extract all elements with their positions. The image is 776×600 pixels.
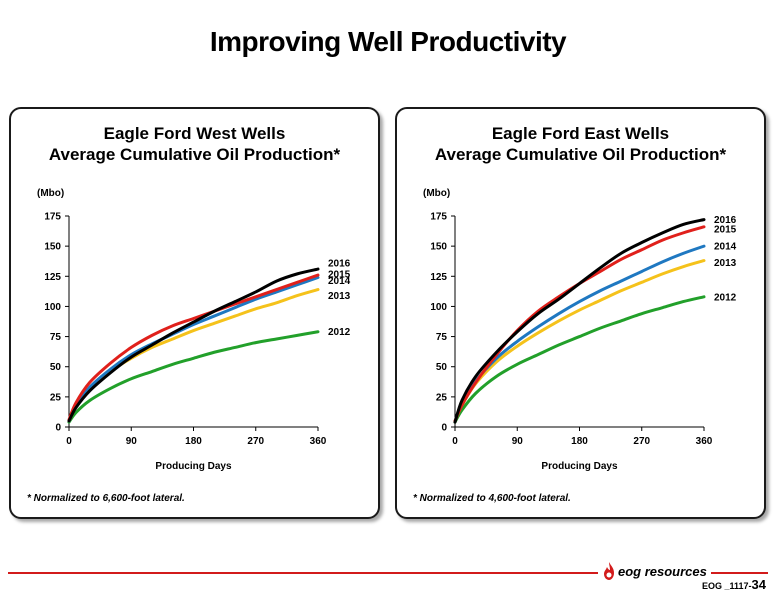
x-axis-label: Producing Days bbox=[155, 461, 232, 472]
series-label-2014: 2014 bbox=[714, 242, 737, 253]
y-tick-label: 100 bbox=[430, 302, 447, 313]
series-label-2012: 2012 bbox=[328, 327, 351, 338]
footnote-east: * Normalized to 4,600-foot lateral. bbox=[413, 493, 571, 504]
slide-code: EOG _1117- bbox=[701, 581, 752, 591]
chart-title-east-line1: Eagle Ford East Wells bbox=[491, 124, 670, 143]
slide-id: EOG _1117-34 bbox=[702, 577, 766, 592]
y-tick-label: 25 bbox=[50, 392, 62, 403]
x-tick-label: 360 bbox=[310, 436, 327, 447]
y-tick-label: 50 bbox=[50, 362, 62, 373]
y-tick-label: 0 bbox=[55, 423, 61, 434]
company-logo: eog resources bbox=[598, 560, 711, 582]
y-tick-label: 125 bbox=[430, 272, 447, 283]
x-tick-label: 90 bbox=[512, 436, 524, 447]
y-tick-label: 0 bbox=[441, 423, 447, 434]
series-line-2016 bbox=[67, 267, 320, 423]
chart-panel-east: Eagle Ford East Wells Average Cumulative… bbox=[395, 107, 766, 519]
series-line-2015 bbox=[67, 273, 320, 422]
x-tick-label: 0 bbox=[66, 436, 72, 447]
x-tick-label: 270 bbox=[247, 436, 264, 447]
y-tick-label: 75 bbox=[50, 332, 62, 343]
chart-title-east: Eagle Ford East Wells Average Cumulative… bbox=[397, 123, 764, 165]
chart-title-west-line2: Average Cumulative Oil Production* bbox=[48, 145, 341, 164]
series-label-2016: 2016 bbox=[328, 259, 351, 270]
page-title: Improving Well Productivity bbox=[209, 26, 567, 57]
x-tick-label: 0 bbox=[452, 436, 458, 447]
east-line-chart: (Mbo) 0 25 50 75 100 125 150 175 0 90 180 270 360 Prod… bbox=[423, 188, 737, 472]
x-tick-label: 360 bbox=[696, 436, 713, 447]
chart-title-east-line2: Average Cumulative Oil Production* bbox=[434, 145, 727, 164]
y-tick-label: 100 bbox=[44, 302, 61, 313]
y-tick-label: 50 bbox=[436, 362, 448, 373]
y-tick-label: 150 bbox=[44, 242, 61, 253]
bottom-rule bbox=[8, 572, 768, 574]
y-tick-label: 125 bbox=[44, 272, 61, 283]
series-line-2013 bbox=[67, 288, 320, 423]
series-label-2012: 2012 bbox=[714, 292, 737, 303]
x-tick-label: 180 bbox=[185, 436, 202, 447]
chart-title-west: Eagle Ford West Wells Average Cumulative… bbox=[11, 123, 378, 165]
y-tick-label: 25 bbox=[436, 392, 448, 403]
x-tick-label: 180 bbox=[571, 436, 588, 447]
y-tick-label: 175 bbox=[44, 212, 61, 223]
series-line-2016 bbox=[453, 218, 706, 424]
chart-title-west-line1: Eagle Ford West Wells bbox=[103, 124, 286, 143]
series-label-2016: 2016 bbox=[714, 215, 737, 226]
y-axis-label: (Mbo) bbox=[37, 188, 64, 199]
y-tick-label: 75 bbox=[436, 332, 448, 343]
y-axis-label: (Mbo) bbox=[423, 188, 450, 199]
x-axis-label: Producing Days bbox=[541, 461, 618, 472]
series-label-2014: 2014 bbox=[328, 276, 351, 287]
y-tick-label: 175 bbox=[430, 212, 447, 223]
series-label-2013: 2013 bbox=[328, 291, 351, 302]
west-line-chart: (Mbo) 0 25 50 75 100 125 150 175 0 90 180 270 360 Prod… bbox=[37, 188, 351, 472]
logo-text: eog resources bbox=[618, 563, 707, 579]
slide-number: 34 bbox=[751, 577, 766, 592]
footnote-west: * Normalized to 6,600-foot lateral. bbox=[27, 493, 185, 504]
series-line-2015 bbox=[453, 225, 706, 423]
series-line-2012 bbox=[67, 330, 320, 424]
x-tick-label: 270 bbox=[633, 436, 650, 447]
y-tick-label: 150 bbox=[430, 242, 447, 253]
flame-logo-icon bbox=[604, 562, 614, 580]
series-line-2012 bbox=[453, 295, 706, 424]
series-label-2015: 2015 bbox=[328, 270, 351, 281]
series-label-2013: 2013 bbox=[714, 258, 737, 269]
chart-panel-west: Eagle Ford West Wells Average Cumulative… bbox=[9, 107, 380, 519]
x-tick-label: 90 bbox=[126, 436, 138, 447]
series-line-2014 bbox=[67, 275, 320, 423]
series-label-2015: 2015 bbox=[714, 224, 737, 235]
